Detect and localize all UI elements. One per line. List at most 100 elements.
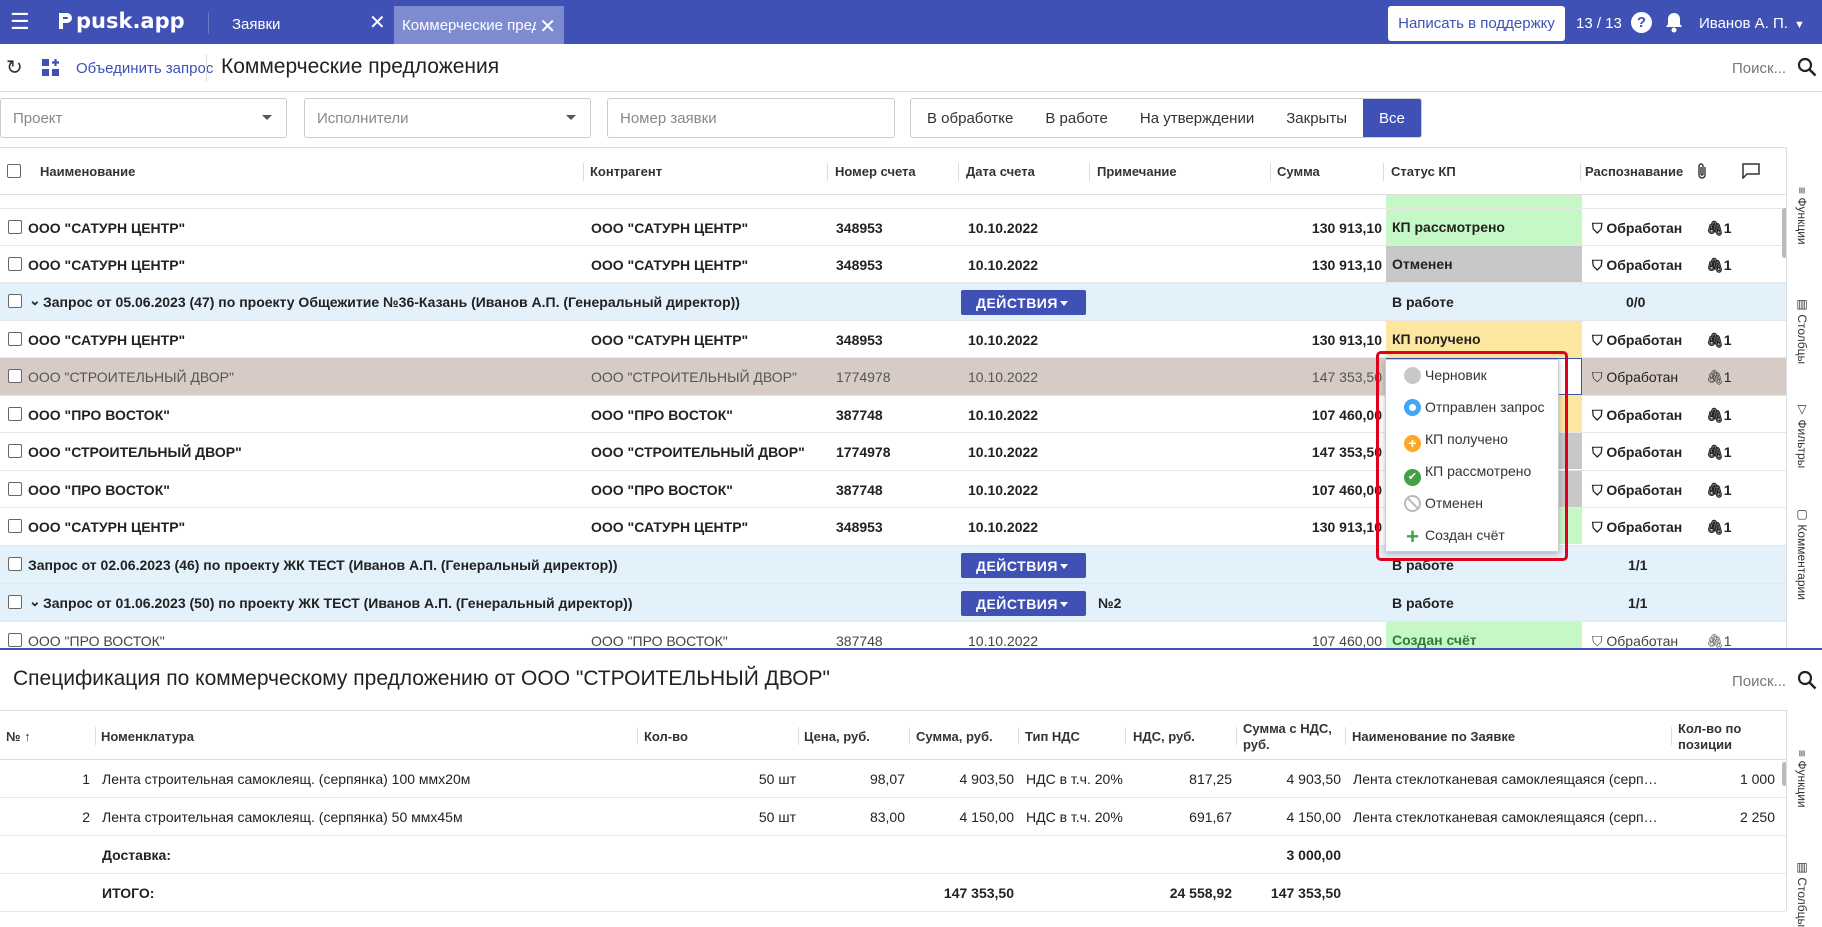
spec-title: Спецификация по коммерческому предложени… [13, 667, 831, 690]
recognition-cell: ⛉ Обработан [1592, 369, 1679, 385]
col-vat[interactable]: НДС, руб. [1133, 729, 1195, 744]
table-row[interactable]: ООО "ПРО ВОСТОК" ООО "ПРО ВОСТОК" 387748… [0, 622, 1786, 648]
rail-columns[interactable]: ▥ Столбцы [1795, 297, 1809, 365]
segment-approval[interactable]: На утверждении [1139, 110, 1255, 127]
col-vat-type[interactable]: Тип НДС [1025, 729, 1080, 744]
tab-commercial-offers[interactable]: Коммерческие предг ✕ [394, 6, 564, 44]
col-nomenclature[interactable]: Номенклатура [101, 729, 194, 744]
shield-check-icon: ⛉ [1592, 220, 1603, 236]
col-note[interactable]: Примечание [1097, 164, 1177, 179]
row-checkbox[interactable] [8, 257, 22, 271]
col-recognition[interactable]: Распознавание [1585, 164, 1684, 179]
spec-row[interactable]: 1 Лента строительная самоклеящ. (серпянк… [0, 760, 1786, 798]
status-option-invoice[interactable]: + Создан счёт [1404, 526, 1505, 548]
project-select[interactable]: Проект [0, 98, 287, 138]
status-cell[interactable]: КП рассмотрено [1386, 209, 1582, 245]
spec-row[interactable]: 2 Лента строительная самоклеящ. (серпянк… [0, 798, 1786, 836]
side-panel-rail: ≡ Функции ▥ Столбцы ▽ Фильтры ▢ Коммента… [1786, 147, 1822, 648]
actions-button[interactable]: ДЕЙСТВИЯ [961, 290, 1086, 315]
row-checkbox[interactable] [8, 369, 22, 383]
row-checkbox[interactable] [8, 482, 22, 496]
rail-functions[interactable]: ≡ Функции [1795, 750, 1809, 808]
status-option-cancelled[interactable]: Отменен [1404, 495, 1483, 512]
col-request-name[interactable]: Наименование по Заявке [1352, 729, 1516, 744]
col-status[interactable]: Статус КП [1391, 164, 1456, 179]
status-option-draft[interactable]: Черновик [1404, 367, 1487, 384]
group-row[interactable]: Запрос от 02.06.2023 (46) по проекту ЖК … [0, 546, 1786, 584]
rail-filters[interactable]: ▽ Фильтры [1795, 402, 1809, 469]
paperclip-icon[interactable] [1696, 162, 1708, 183]
search-icon[interactable] [1797, 57, 1817, 80]
help-icon[interactable]: ? [1631, 12, 1652, 33]
col-number[interactable]: № ↑ [6, 729, 31, 744]
scrollbar[interactable] [1782, 208, 1786, 258]
status-cell[interactable]: Отменен [1386, 246, 1582, 282]
row-checkbox[interactable] [8, 633, 22, 647]
group-row[interactable]: ⌄ Запрос от 01.06.2023 (50) по проекту Ж… [0, 584, 1786, 622]
group-row[interactable]: ⌄ Запрос от 05.06.2023 (47) по проекту О… [0, 283, 1786, 321]
close-icon[interactable]: ✕ [539, 16, 556, 38]
spec-header: № ↑ Номенклатура Кол-во Цена, руб. Сумма… [0, 710, 1786, 760]
table-row[interactable]: ООО "САТУРН ЦЕНТР" ООО "САТУРН ЦЕНТР" 34… [0, 209, 1786, 246]
row-checkbox[interactable] [8, 444, 22, 458]
merge-icon[interactable] [41, 58, 61, 81]
status-cell[interactable]: Создан счёт [1386, 622, 1582, 648]
user-menu[interactable]: Иванов А. П. ▼ [1699, 15, 1805, 32]
spec-side-rail: ≡ Функции ▥ Столбцы [1786, 710, 1822, 927]
row-checkbox[interactable] [8, 294, 22, 308]
row-checkbox[interactable] [8, 595, 22, 609]
app-logo[interactable]: pusk.app [57, 9, 185, 33]
col-name[interactable]: Наименование [40, 164, 136, 179]
executors-select[interactable]: Исполнители [304, 98, 591, 138]
search-input[interactable]: Поиск... [1732, 60, 1787, 77]
rail-columns[interactable]: ▥ Столбцы [1795, 860, 1809, 927]
col-counterparty[interactable]: Контрагент [590, 164, 663, 179]
scrollbar[interactable] [1782, 762, 1787, 786]
select-all-checkbox[interactable] [7, 164, 21, 178]
comment-icon[interactable] [1742, 163, 1760, 182]
spec-search-input[interactable]: Поиск... [1732, 673, 1787, 690]
col-qty[interactable]: Кол-во [644, 729, 688, 744]
support-button[interactable]: Написать в поддержку [1388, 6, 1565, 41]
search-icon[interactable] [1797, 670, 1817, 693]
status-option-received[interactable]: + КП получено [1404, 431, 1508, 452]
tab-requests[interactable]: Заявки [232, 16, 281, 33]
col-price[interactable]: Цена, руб. [804, 729, 870, 744]
col-position-qty[interactable]: Кол-во по позиции [1678, 721, 1742, 752]
col-sum[interactable]: Сумма, руб. [916, 729, 993, 744]
bell-icon[interactable] [1665, 12, 1683, 36]
close-icon[interactable]: ✕ [369, 12, 386, 34]
col-invoice[interactable]: Номер счета [835, 164, 916, 179]
status-option-sent[interactable]: Отправлен запрос [1404, 399, 1545, 416]
segment-processing[interactable]: В обработке [927, 110, 1014, 127]
rail-functions[interactable]: ≡ Функции [1795, 187, 1809, 245]
row-checkbox[interactable] [8, 557, 22, 571]
segment-all[interactable]: Все [1362, 99, 1421, 137]
col-sum-vat[interactable]: Сумма с НДС, руб. [1243, 721, 1332, 752]
table-row[interactable]: ООО "САТУРН ЦЕНТР" ООО "САТУРН ЦЕНТР" 34… [0, 508, 1786, 546]
row-checkbox[interactable] [8, 332, 22, 346]
actions-button[interactable]: ДЕЙСТВИЯ [961, 553, 1086, 578]
table-row[interactable] [0, 195, 1786, 209]
row-checkbox[interactable] [8, 519, 22, 533]
refresh-icon[interactable]: ↻ [6, 57, 23, 79]
highlight-box [1376, 351, 1568, 561]
row-checkbox[interactable] [8, 220, 22, 234]
segment-closed[interactable]: Закрыты [1286, 110, 1347, 127]
rail-comments[interactable]: ▢ Комментарии [1795, 507, 1809, 600]
col-date[interactable]: Дата счета [966, 164, 1035, 179]
row-checkbox[interactable] [8, 407, 22, 421]
menu-icon[interactable]: ☰ [10, 9, 30, 34]
status-option-reviewed[interactable]: ✔ КП рассмотрено [1404, 463, 1531, 486]
col-sum[interactable]: Сумма [1277, 164, 1320, 179]
merge-request-button[interactable]: Объединить запрос [76, 60, 214, 77]
chevron-down-icon: ⌄ [29, 593, 41, 609]
actions-button[interactable]: ДЕЙСТВИЯ [961, 591, 1086, 616]
filter-icon: ▽ [1795, 402, 1809, 416]
recognition-cell: ⛉ Обработан [1592, 407, 1683, 423]
segment-in-work[interactable]: В работе [1045, 110, 1108, 127]
request-number-input[interactable]: Номер заявки [607, 98, 895, 138]
table-row[interactable]: ООО "САТУРН ЦЕНТР" ООО "САТУРН ЦЕНТР" 34… [0, 246, 1786, 283]
status-segment: В обработке В работе На утверждении Закр… [910, 98, 1422, 138]
shield-check-icon: ⛉ [1592, 332, 1603, 348]
